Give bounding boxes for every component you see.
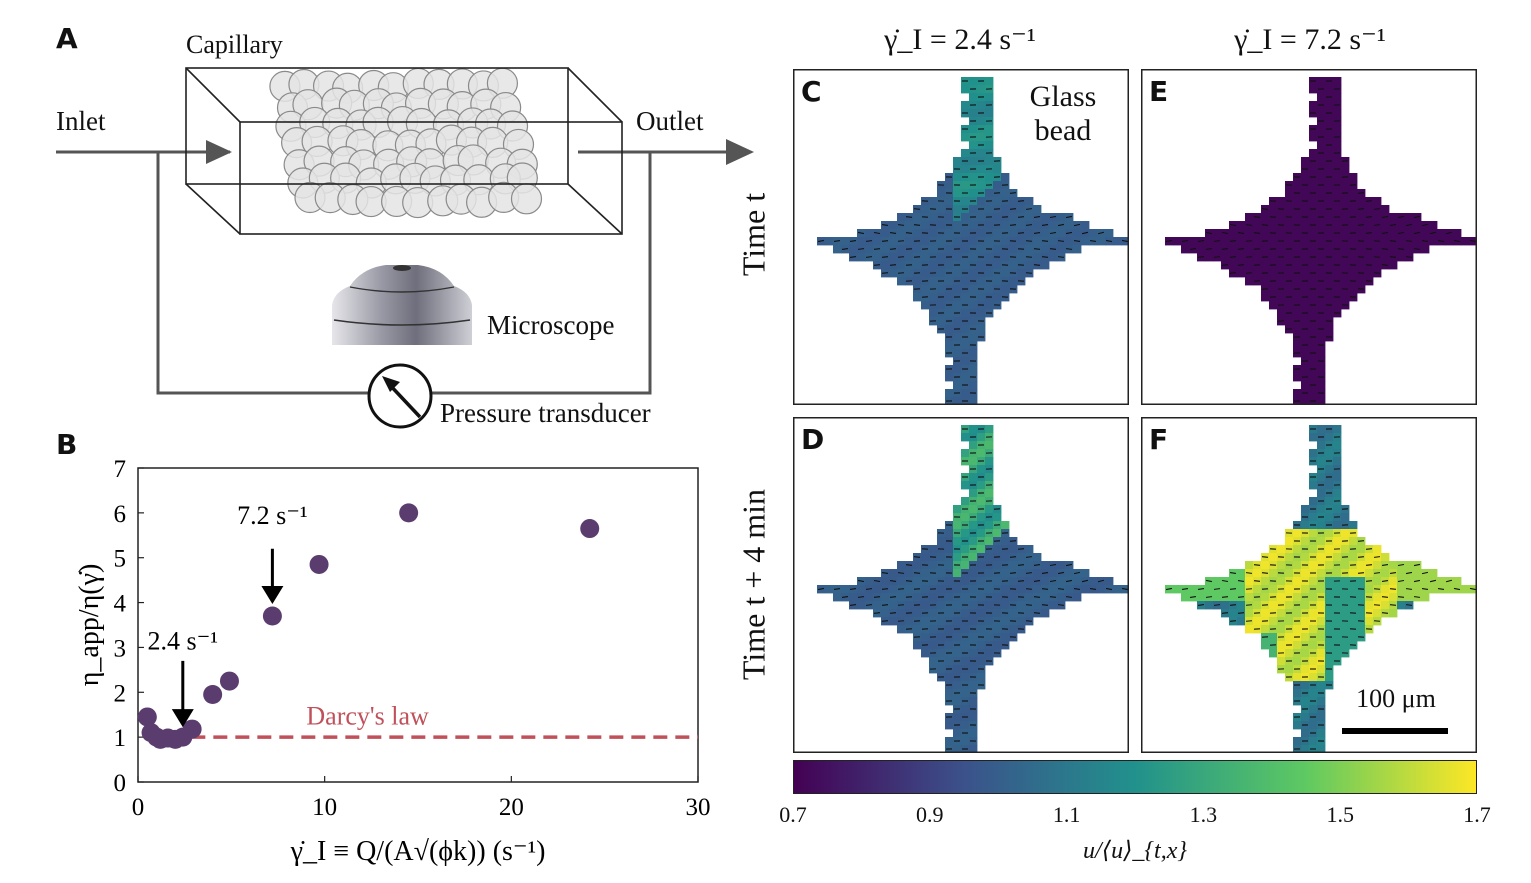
y-tick-label: 1 <box>114 725 127 752</box>
velocity-map-f <box>1141 417 1478 754</box>
annotation-2-4: 2.4 s⁻¹ <box>147 627 218 656</box>
colorbar-tick-label: 0.9 <box>916 802 944 827</box>
panel-e-label: E <box>1149 75 1169 108</box>
x-tick-label: 0 <box>132 794 145 821</box>
panel-e <box>1141 69 1478 406</box>
glass-bead-label-line2: bead <box>1034 114 1092 147</box>
colorbar-tick-label: 1.7 <box>1463 802 1491 827</box>
panel-c <box>793 69 1130 406</box>
velocity-arrows <box>1165 428 1477 750</box>
x-tick-label: 10 <box>312 794 337 821</box>
y-tick-label: 2 <box>114 680 127 707</box>
panel-frame <box>793 417 1129 753</box>
velocity-map-c <box>793 69 1130 406</box>
data-point <box>219 671 239 691</box>
data-point <box>262 606 282 626</box>
y-tick-label: 6 <box>114 501 127 528</box>
annotation-7-2: 7.2 s⁻¹ <box>237 501 308 530</box>
colorbar-label: u/⟨u⟩_{t,x} <box>1083 838 1187 864</box>
colorbar <box>793 760 1477 794</box>
velocity-map-d <box>793 417 1130 754</box>
bead-icon <box>510 183 543 215</box>
plot-frame <box>137 467 699 783</box>
scalebar <box>1342 728 1448 734</box>
panel-c-label: C <box>801 75 822 108</box>
outlet-label: Outlet <box>636 106 704 136</box>
x-tick-label: 20 <box>499 794 524 821</box>
colorbar-tick-label: 1.3 <box>1189 802 1218 827</box>
y-tick-label: 0 <box>114 770 127 797</box>
pressure-loop-left <box>156 152 368 395</box>
panel-f <box>1141 417 1478 754</box>
velocity-arrows <box>1165 80 1477 402</box>
column-title-2: γ̇_I = 7.2 s⁻¹ <box>1234 23 1386 56</box>
panel-frame <box>1141 69 1477 405</box>
panel-frame <box>793 69 1129 405</box>
colorbar-ticks: 0.7 0.9 1.1 1.3 1.5 1.7 <box>779 796 1491 827</box>
y-tick-label: 5 <box>114 546 127 573</box>
colorbar-tick-label: 0.7 <box>779 802 807 827</box>
x-tick-label: 30 <box>686 794 711 821</box>
column-title-1: γ̇_I = 2.4 s⁻¹ <box>884 23 1036 56</box>
data-point <box>182 719 202 739</box>
panel-d <box>793 417 1130 754</box>
panel-f-label: F <box>1149 423 1169 456</box>
velocity-map-e <box>1141 69 1478 406</box>
capillary-box <box>185 67 623 235</box>
y-tick-label: 3 <box>114 635 127 662</box>
colorbar-tick-label: 1.5 <box>1326 802 1354 827</box>
y-tick-label: 7 <box>114 456 127 483</box>
arrow-head-icon <box>261 586 284 605</box>
capillary-diagram <box>56 67 754 429</box>
outlet-arrow-icon <box>726 139 754 165</box>
darcy-label: Darcy's law <box>306 702 429 731</box>
y-axis-label: η_app/η(γ̇) <box>74 564 105 687</box>
arrow-head-icon <box>171 709 194 728</box>
capillary-label: Capillary <box>186 30 283 59</box>
y-tick-label: 4 <box>114 591 127 618</box>
glass-bead-label-line1: Glass <box>1029 80 1097 113</box>
pressure-gauge-icon <box>367 363 433 429</box>
x-axis-label: γ̇_I ≡ Q/(A√(ϕk)) (s⁻¹) <box>290 836 546 867</box>
data-point <box>580 519 600 539</box>
inlet-label: Inlet <box>56 106 106 136</box>
velocity-arrows <box>817 80 1129 402</box>
panel-a-label: A <box>56 22 78 55</box>
pressure-loop-right <box>432 152 652 395</box>
panel-frame <box>1141 417 1477 753</box>
panel-d-label: D <box>801 423 825 456</box>
panel-b-label: B <box>56 428 78 461</box>
data-point <box>137 707 157 727</box>
row-title-2: Time t + 4 min <box>735 488 772 681</box>
data-point <box>399 503 419 523</box>
data-point <box>203 685 223 705</box>
bead-pack <box>269 67 543 219</box>
row-title-1: Time t <box>735 192 772 277</box>
inlet-arrow-icon <box>206 140 232 164</box>
data-point <box>309 554 329 574</box>
velocity-arrows <box>817 428 1129 750</box>
colorbar-tick-label: 1.1 <box>1052 802 1081 827</box>
pressure-transducer-label: Pressure transducer <box>440 398 651 428</box>
scalebar-label: 100 μm <box>1356 684 1436 713</box>
microscope-label: Microscope <box>487 310 615 340</box>
microscope-icon <box>332 265 472 345</box>
panel-b-chart: 0 10 20 30 0 1 2 3 4 5 6 7 Darcy's law 7.2 s⁻¹ 2.4 s… <box>74 456 711 867</box>
